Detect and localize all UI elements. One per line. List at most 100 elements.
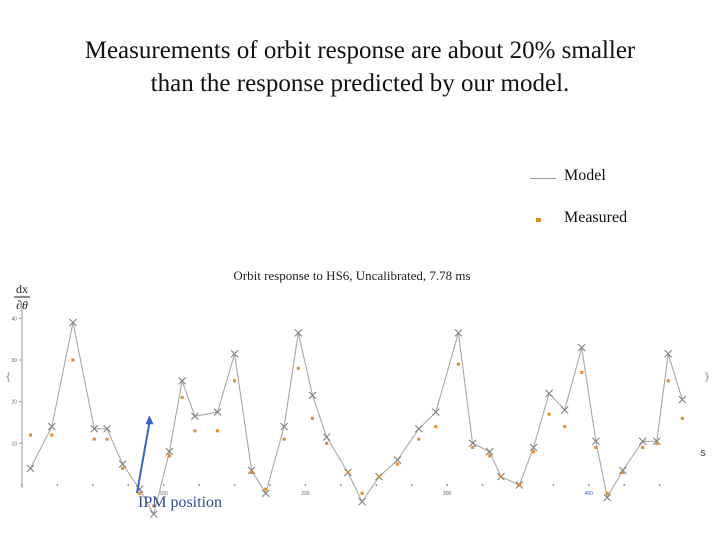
x-axis-dot	[446, 484, 448, 486]
y-axis-label-numerator: dx	[16, 282, 28, 296]
model-point	[592, 437, 600, 446]
x-tick-label: 100	[160, 491, 169, 497]
model-point	[178, 376, 187, 385]
model-point	[485, 447, 494, 456]
right-bracket: }	[704, 372, 710, 383]
left-bracket: {	[5, 372, 11, 383]
y-tick-label: 30	[11, 358, 17, 364]
measured-point	[346, 471, 350, 474]
model-point	[664, 349, 673, 358]
x-axis-dot	[410, 484, 413, 486]
orbit-response-chart: Orbit response to HS6, Uncalibrated, 7.7…	[5, 268, 710, 519]
model-point	[358, 497, 366, 506]
model-point	[431, 408, 440, 416]
legend: Model Measured	[530, 165, 710, 245]
measured-point	[233, 379, 237, 383]
x-axis-label: s	[700, 447, 706, 459]
x-tick-label: 300	[443, 491, 452, 497]
slide-title: Measurements of orbit response are about…	[0, 34, 720, 100]
model-point	[280, 422, 289, 431]
model-point	[577, 343, 586, 352]
slide-title-line-2: than the response predicted by our model…	[150, 70, 570, 97]
x-axis-dot	[21, 484, 23, 486]
model-line-swatch	[530, 177, 556, 179]
x-axis-dot	[162, 484, 165, 486]
model-point	[652, 437, 661, 446]
model-point	[165, 447, 174, 456]
model-point	[230, 349, 239, 358]
legend-label-model: Model	[564, 167, 606, 184]
model-point	[213, 408, 222, 416]
measured-point	[666, 379, 670, 383]
measured-point	[92, 437, 96, 441]
chart-title: Orbit response to HS6, Uncalibrated, 7.7…	[233, 268, 470, 283]
measured-point	[50, 433, 54, 437]
measured-point	[360, 491, 364, 495]
measured-point	[325, 441, 329, 445]
model-point	[454, 329, 463, 337]
model-point	[393, 456, 402, 464]
x-tick-label: 400	[585, 491, 594, 497]
model-point	[26, 464, 35, 473]
model-point	[190, 412, 199, 421]
slide-title-line-1: Measurements of orbit response are about…	[84, 37, 636, 64]
measured-point	[605, 491, 609, 495]
measured-point	[71, 358, 75, 362]
model-point	[414, 424, 423, 433]
y-tick-label: 20	[11, 400, 17, 406]
measured-point	[641, 446, 645, 449]
legend-label-measured: Measured	[564, 209, 628, 226]
measured-point	[216, 429, 220, 433]
measured-point	[296, 366, 300, 370]
measured-point	[434, 425, 438, 429]
x-axis-dot	[340, 484, 342, 486]
plot-area: 10 20 30 40 100 200 300 400	[11, 306, 687, 519]
model-point	[261, 489, 270, 498]
x-axis-dot	[552, 484, 555, 486]
measured-point	[105, 437, 109, 441]
measured-point	[264, 487, 268, 491]
measured-point	[180, 396, 184, 399]
ipm-arrow-shaft	[136, 422, 151, 494]
model-point	[545, 389, 554, 398]
x-axis-dot	[623, 484, 626, 486]
y-axis-label-denominator: ∂θ	[16, 298, 28, 312]
y-tick-label: 40	[11, 316, 17, 322]
model-point	[69, 318, 77, 327]
measured-point	[417, 437, 421, 441]
y-tick-label: 10	[11, 441, 17, 447]
model-point	[322, 433, 331, 441]
measured-point	[310, 416, 314, 420]
model-point	[618, 466, 627, 475]
measured-point	[396, 462, 400, 466]
x-axis-dot	[127, 484, 130, 486]
measured-point	[680, 416, 684, 420]
measured-dot-swatch	[536, 218, 541, 222]
model-point	[468, 439, 477, 448]
model-point	[247, 466, 256, 475]
measured-point	[282, 437, 286, 441]
ipm-position-label: IPM position	[138, 494, 223, 511]
measured-point	[517, 483, 521, 487]
x-axis-dot	[198, 484, 200, 486]
measured-point	[499, 475, 503, 479]
measured-point	[250, 471, 254, 474]
model-point	[560, 406, 569, 414]
model-point	[103, 424, 111, 433]
x-axis-dot	[269, 484, 271, 486]
model-point	[638, 437, 647, 446]
model-point	[678, 395, 687, 404]
x-axis-dot	[375, 484, 378, 486]
model-point	[118, 460, 127, 469]
measured-point	[563, 425, 567, 429]
model-point	[529, 443, 538, 452]
measured-point	[471, 446, 475, 449]
x-axis-dot	[56, 484, 59, 486]
x-axis-dot	[658, 484, 661, 486]
x-axis-dot	[588, 484, 590, 486]
x-axis-dot	[92, 484, 94, 486]
measured-point	[121, 466, 125, 470]
model-point	[294, 329, 303, 337]
ipm-arrow-head	[145, 415, 154, 425]
x-tick-label: 200	[301, 491, 310, 497]
